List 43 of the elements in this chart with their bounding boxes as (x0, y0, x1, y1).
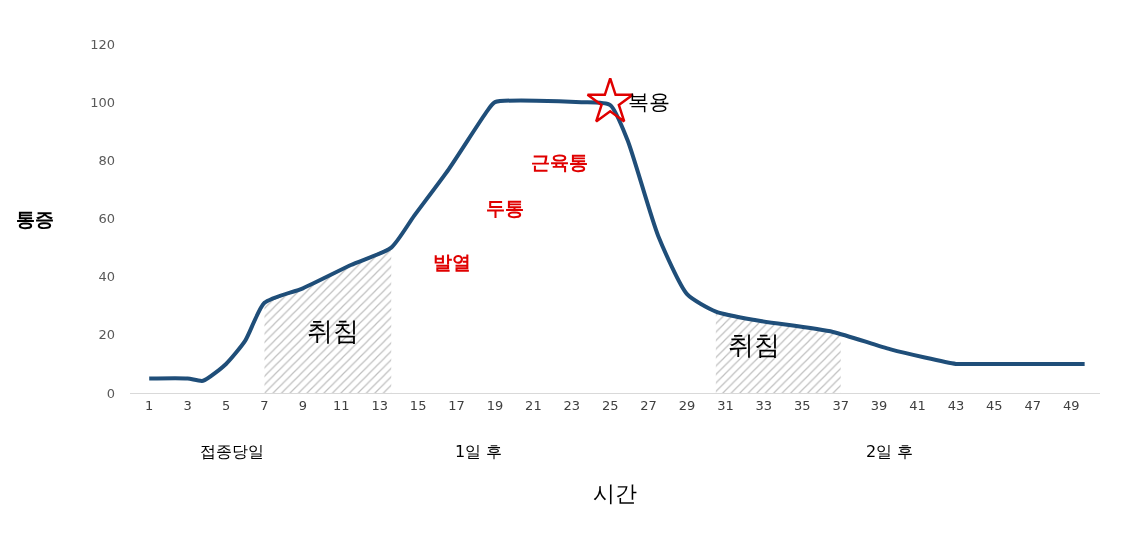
x-tick-label: 49 (1062, 397, 1080, 413)
x-tick-label: 39 (870, 397, 888, 413)
x-tick-label: 21 (525, 397, 542, 413)
annotation: 복용 (628, 90, 670, 114)
y-tick-label: 0 (106, 385, 115, 401)
x-tick-label: 9 (298, 397, 308, 413)
y-tick-label: 60 (98, 211, 115, 227)
x-tick-label: 47 (1024, 397, 1042, 413)
text: 1일 후 (455, 442, 503, 461)
y-tick-label: 40 (98, 269, 115, 285)
y-tick-label: 20 (98, 327, 115, 343)
y-tick-label: 80 (98, 152, 115, 168)
x-tick-label: 3 (183, 397, 192, 413)
x-tick-label: 19 (486, 397, 504, 413)
x-tick-label: 25 (601, 397, 619, 413)
x-tick-label: 11 (333, 397, 350, 413)
x-tick-label: 27 (640, 397, 657, 413)
x-tick-label: 7 (260, 397, 269, 413)
annotation: 근육통 (531, 151, 588, 173)
x-tick-label: 35 (794, 397, 811, 413)
x-tick-label: 41 (909, 397, 926, 413)
x-tick-label: 37 (832, 397, 849, 413)
annotation: 발열 (433, 251, 471, 273)
y-tick-label: 120 (90, 36, 115, 52)
x-tick-label: 13 (371, 397, 388, 413)
x-tick-label: 33 (755, 397, 773, 413)
x-axis-title: 시간 (593, 481, 637, 506)
x-tick-label: 1 (145, 397, 154, 413)
x-tick-label: 23 (563, 397, 581, 413)
x-tick-label: 43 (947, 397, 965, 413)
x-tick-label: 45 (986, 397, 1003, 413)
annotation: 취침 (728, 330, 780, 360)
x-tick-label: 29 (678, 397, 696, 413)
x-tick-label: 15 (409, 397, 427, 413)
text: 접종당일 (200, 442, 264, 461)
y-axis-title: 통증 (16, 208, 54, 230)
x-tick-label: 5 (221, 397, 231, 413)
y-tick-label: 100 (90, 94, 115, 110)
annotation: 두통 (486, 197, 524, 219)
annotation: 취침 (307, 316, 359, 346)
text: 2일 후 (866, 442, 914, 461)
x-tick-label: 31 (717, 397, 734, 413)
x-tick-label: 17 (448, 397, 465, 413)
